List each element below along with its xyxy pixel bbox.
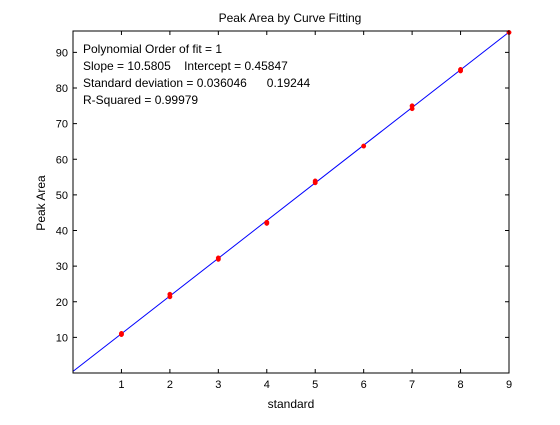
y-tick-label: 20 — [56, 297, 68, 309]
annotation-r-squared: R-Squared = 0.99979 — [83, 93, 198, 107]
x-tick-label: 7 — [409, 379, 415, 391]
plot-frame — [72, 30, 510, 374]
data-point — [361, 143, 367, 149]
data-point-layer — [118, 29, 512, 337]
y-tick-label: 60 — [56, 154, 68, 166]
y-axis-label: Peak Area — [34, 175, 48, 231]
x-axis: 1 2 3 4 5 6 7 8 9 — [118, 31, 512, 391]
data-point — [312, 178, 318, 184]
y-tick-label: 80 — [56, 83, 68, 95]
y-tick-label: 50 — [56, 190, 68, 202]
y-tick-label: 10 — [56, 332, 68, 344]
x-tick-label: 2 — [167, 379, 173, 391]
x-tick-label: 9 — [506, 379, 512, 391]
x-tick-label: 6 — [361, 379, 367, 391]
y-tick-label: 90 — [56, 47, 68, 59]
data-point — [458, 67, 464, 72]
y-axis: 10 20 30 40 50 60 70 80 90 — [56, 47, 509, 344]
x-tick-label: 3 — [215, 379, 221, 391]
x-tick-label: 4 — [264, 379, 270, 391]
x-tick-label: 1 — [118, 379, 124, 391]
y-tick-label: 40 — [56, 226, 68, 238]
data-point — [215, 255, 221, 261]
annotation-slope-intercept: Slope = 10.5805 Intercept = 0.45847 — [83, 59, 288, 73]
annotation-standard-deviation: Standard deviation = 0.036046 0.19244 — [83, 76, 311, 90]
fit-line — [72, 31, 510, 372]
y-tick-label: 30 — [56, 261, 68, 273]
fit-line-layer — [72, 31, 510, 372]
x-axis-label: standard — [268, 397, 315, 411]
x-tick-label: 8 — [457, 379, 463, 391]
chart-title: Peak Area by Curve Fitting — [219, 11, 362, 25]
fit-annotation: Polynomial Order of fit = 1 Slope = 10.5… — [83, 42, 311, 107]
data-point — [264, 219, 270, 225]
data-point — [167, 291, 173, 297]
annotation-fit-order: Polynomial Order of fit = 1 — [83, 42, 222, 56]
data-point — [118, 331, 124, 336]
y-tick-label: 70 — [56, 119, 68, 131]
data-point — [409, 103, 415, 109]
x-tick-label: 5 — [312, 379, 318, 391]
